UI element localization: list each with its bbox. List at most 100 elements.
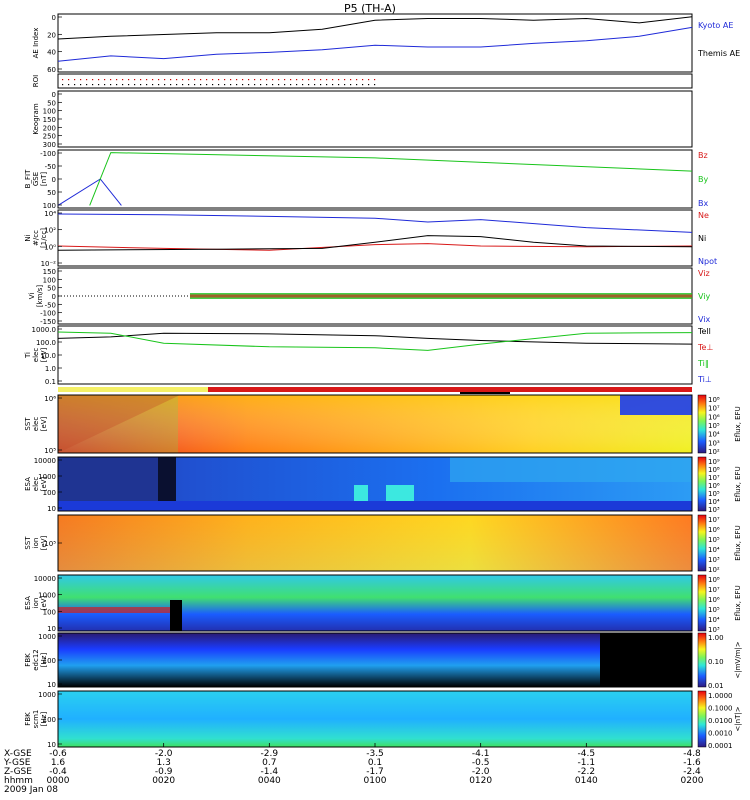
colorbar-tick: 10⁵ <box>708 490 720 498</box>
time-tick: 0100 <box>363 776 387 786</box>
roi-dot <box>248 84 250 86</box>
ytick: 1000 <box>38 473 56 481</box>
colorbar-tick: 10⁴ <box>708 498 720 506</box>
svg-text:AE Index: AE Index <box>32 28 40 59</box>
roi-dot <box>272 79 274 81</box>
ytick: -100 <box>40 150 56 158</box>
time-tick: -1.6 <box>683 758 701 768</box>
colorbar-tick: 10² <box>708 448 720 456</box>
fbk-edc-ylabel: FBK edc12 [Hz] <box>24 649 48 671</box>
bfit-legend: Bx <box>698 199 708 208</box>
roi-dot <box>116 79 118 81</box>
ae-ylabel: AE Index <box>32 28 40 59</box>
svg-text:Eflux, EFU: Eflux, EFU <box>734 466 742 501</box>
colorbar-tick: 10⁴ <box>708 546 720 554</box>
roi-dot <box>296 84 298 86</box>
roi-dot <box>224 84 226 86</box>
svg-text:ESA: ESA <box>24 477 32 491</box>
roi-dot <box>110 84 112 86</box>
plot-title: P5 (TH-A) <box>344 2 396 15</box>
keogram-panel <box>57 90 693 148</box>
series-npot <box>57 213 693 233</box>
roi-dot <box>128 79 130 81</box>
ytick: 150 <box>43 268 56 276</box>
density-ylabel: Ni #/cc [1/cc] <box>24 228 48 248</box>
sst-ion-ylabel: SST ion [eV] <box>24 535 48 550</box>
ytick: 10⁴ <box>44 210 56 218</box>
colorbar-tick: 1.0000 <box>708 692 733 700</box>
ytick: 1000 <box>38 691 56 699</box>
colorbar-tick: 0.0010 <box>708 730 733 738</box>
sst-elec-ylabel: SST elec [eV] <box>24 416 48 431</box>
time-tick: 0040 <box>257 776 281 786</box>
roi-dot <box>326 79 328 81</box>
colorbar-tick: 10⁸ <box>708 466 720 474</box>
bfit-panel <box>57 149 693 209</box>
roi-dot <box>104 84 106 86</box>
time-tick: -0.5 <box>471 758 490 768</box>
roi-dot <box>356 79 358 81</box>
roi-dot <box>314 84 316 86</box>
ytick: 40 <box>47 49 56 57</box>
roi-dot <box>92 84 94 86</box>
colorbar-tick: 10⁹ <box>708 458 720 466</box>
roi-dot <box>194 79 196 81</box>
roi-dot <box>308 84 310 86</box>
roi-dot <box>182 84 184 86</box>
velocity-legend: Vix <box>698 315 711 324</box>
colorbar-label: Eflux, EFU <box>734 466 742 501</box>
temp-legend: Tell <box>697 327 711 336</box>
roi-dot <box>86 79 88 81</box>
ytick: 60 <box>47 66 56 74</box>
ytick: 10⁰ <box>44 243 56 251</box>
ytick: 0 <box>52 176 56 184</box>
velocity-ylabel: Vi [km/s] <box>28 285 44 308</box>
roi-dot <box>158 79 160 81</box>
ytick: 0 <box>52 91 56 99</box>
svg-text:Eflux, EFU: Eflux, EFU <box>734 585 742 620</box>
ytick: 50 <box>47 99 56 107</box>
ytick: 100 <box>43 608 56 616</box>
roi-panel <box>57 73 693 89</box>
roi-dot <box>140 84 142 86</box>
ytick: 10 <box>47 505 56 513</box>
axis-row-label: X-GSE <box>4 749 32 759</box>
colorbar-tick: 10⁴ <box>708 431 720 439</box>
time-tick: 0.7 <box>262 758 277 768</box>
sst-elec-colorbar <box>697 394 707 454</box>
roi-dot <box>164 84 166 86</box>
roi-dot <box>140 79 142 81</box>
ytick: 10 <box>47 741 56 749</box>
colorbar-tick: 10⁶ <box>708 596 720 604</box>
ytick: 100.0 <box>36 339 56 347</box>
time-tick: 0140 <box>574 776 598 786</box>
velocity-legend: Viy <box>698 292 711 301</box>
roi-dot <box>242 79 244 81</box>
colorbar-tick: 10⁵ <box>708 536 720 544</box>
svg-text:Eflux, EFU: Eflux, EFU <box>734 525 742 560</box>
roi-dot <box>74 84 76 86</box>
roi-dot <box>368 79 370 81</box>
ytick: 50 <box>47 285 56 293</box>
ytick: 0 <box>52 293 56 301</box>
svg-text:[1/cc]: [1/cc] <box>40 228 48 248</box>
colorbar-tick: 0.0100 <box>708 717 733 725</box>
svg-text:FBK: FBK <box>24 712 32 726</box>
axis-row-label: hhmm <box>4 776 33 786</box>
ytick: 10 <box>47 681 56 689</box>
roi-dot <box>368 84 370 86</box>
time-tick: -4.8 <box>683 749 701 759</box>
time-tick: -0.4 <box>49 767 67 777</box>
roi-dot <box>62 79 64 81</box>
roi-dot <box>236 79 238 81</box>
colorbar-label: <|nT|> <box>734 706 742 731</box>
colorbar-tick: 10⁸ <box>708 396 720 404</box>
velocity-legend: Viz <box>698 269 710 278</box>
roi-dot <box>248 79 250 81</box>
velocity-band-red <box>190 294 692 298</box>
roi-dot <box>104 79 106 81</box>
roi-dot <box>152 79 154 81</box>
roi-dot <box>338 84 340 86</box>
bfit-legend: By <box>698 175 708 184</box>
roi-dot <box>92 79 94 81</box>
